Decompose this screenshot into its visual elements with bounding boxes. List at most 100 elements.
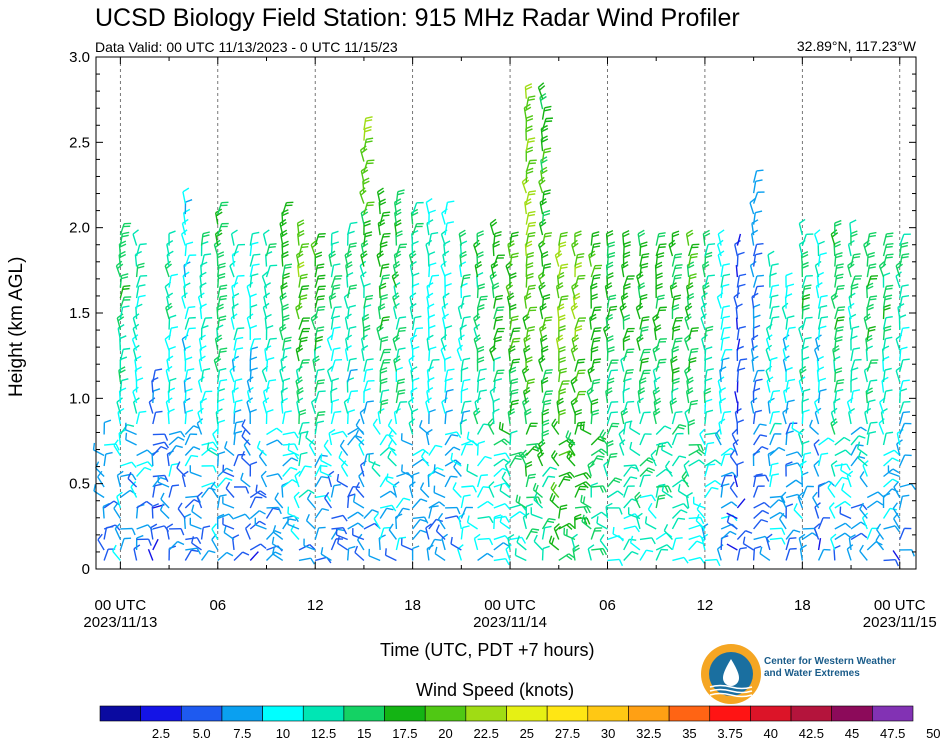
barb-staff	[847, 307, 852, 320]
barb-flag	[338, 450, 343, 458]
wind-barb	[303, 538, 316, 551]
barb-flag	[669, 397, 677, 403]
barb-flag	[365, 119, 373, 122]
wind-barb	[655, 294, 665, 309]
barb-staff	[802, 527, 815, 530]
wind-barb	[558, 504, 568, 519]
barb-flag	[225, 481, 231, 489]
barb-staff	[558, 553, 570, 562]
wind-barb	[249, 551, 259, 561]
barb-flag	[517, 496, 521, 504]
wind-barb	[563, 527, 576, 541]
barb-staff	[767, 454, 771, 467]
barb-staff	[752, 254, 757, 267]
wind-barb	[639, 262, 649, 278]
barb-staff	[847, 244, 852, 257]
barb-flag	[589, 253, 596, 259]
barb-staff	[834, 463, 847, 467]
barb-flag	[435, 524, 440, 532]
barb-staff	[493, 515, 506, 520]
wind-barb	[125, 432, 137, 446]
barb-staff	[410, 412, 414, 425]
barb-staff	[696, 508, 706, 519]
barb-flag	[636, 271, 643, 277]
barb-staff	[119, 489, 131, 499]
barb-flag	[819, 388, 827, 392]
barb-staff	[393, 286, 398, 299]
wind-barb	[282, 201, 294, 215]
barb-staff	[136, 524, 149, 530]
barb-staff	[509, 536, 523, 541]
barb-flag	[153, 388, 161, 392]
wind-barb	[704, 356, 713, 372]
barb-staff	[392, 485, 398, 498]
wind-barb	[282, 346, 292, 362]
barb-staff	[379, 349, 385, 362]
wind-barb	[574, 472, 592, 480]
barb-flag	[637, 397, 644, 403]
barb-flag	[235, 378, 243, 382]
barb-flag	[203, 525, 211, 529]
barb-staff	[216, 307, 219, 320]
barb-flag	[561, 263, 569, 267]
barb-staff	[551, 424, 560, 435]
barb-staff	[733, 475, 739, 488]
barb-staff	[147, 549, 154, 561]
wind-barb	[379, 377, 388, 393]
barb-flag	[661, 442, 664, 451]
barb-flag	[646, 549, 654, 553]
barb-staff	[769, 475, 773, 488]
wind-barb	[525, 473, 536, 488]
wind-barb	[720, 474, 733, 488]
barb-flag	[532, 448, 540, 452]
barb-staff	[672, 556, 685, 562]
wind-barb	[346, 409, 356, 425]
wind-barb	[818, 480, 835, 488]
barb-flag	[754, 545, 762, 550]
barb-flag	[589, 316, 597, 322]
barb-flag	[155, 368, 163, 371]
wind-barb	[437, 512, 446, 530]
barb-flag	[349, 357, 357, 361]
barb-flag	[802, 440, 810, 445]
barb-staff	[834, 286, 839, 299]
barb-flag	[717, 229, 725, 235]
barb-flag	[365, 140, 373, 143]
wind-barb	[444, 431, 462, 439]
wind-barb	[330, 398, 340, 414]
barb-staff	[590, 455, 599, 467]
wind-barb	[850, 283, 859, 299]
barb-flag	[594, 306, 602, 309]
barb-flag	[150, 523, 158, 529]
barb-flag	[840, 463, 843, 471]
wind-barb	[152, 410, 163, 425]
barb-flag	[326, 495, 332, 502]
wind-barb	[558, 356, 566, 372]
wind-barb	[629, 421, 641, 436]
barb-flag	[607, 244, 615, 248]
wind-barb	[493, 542, 510, 551]
barb-staff	[265, 380, 270, 393]
wind-barb	[354, 545, 365, 561]
wind-barb	[444, 282, 452, 299]
barb-staff	[590, 328, 596, 341]
barb-staff	[816, 359, 820, 372]
barb-staff	[558, 471, 571, 478]
wind-barb	[379, 399, 389, 414]
barb-flag	[545, 120, 553, 123]
barb-staff	[136, 461, 149, 467]
barb-staff	[670, 359, 674, 372]
barb-staff	[165, 307, 170, 320]
barb-staff	[164, 265, 170, 278]
wind-barb	[655, 544, 673, 551]
barb-staff	[525, 328, 529, 341]
barb-flag	[687, 295, 695, 301]
barb-flag	[394, 201, 402, 206]
wind-barb	[801, 409, 810, 425]
barb-staff	[326, 370, 333, 383]
wind-barb	[606, 422, 620, 435]
barb-flag	[786, 430, 794, 434]
barb-staff	[166, 454, 170, 467]
barb-staff	[521, 401, 527, 414]
barb-flag	[835, 370, 843, 374]
